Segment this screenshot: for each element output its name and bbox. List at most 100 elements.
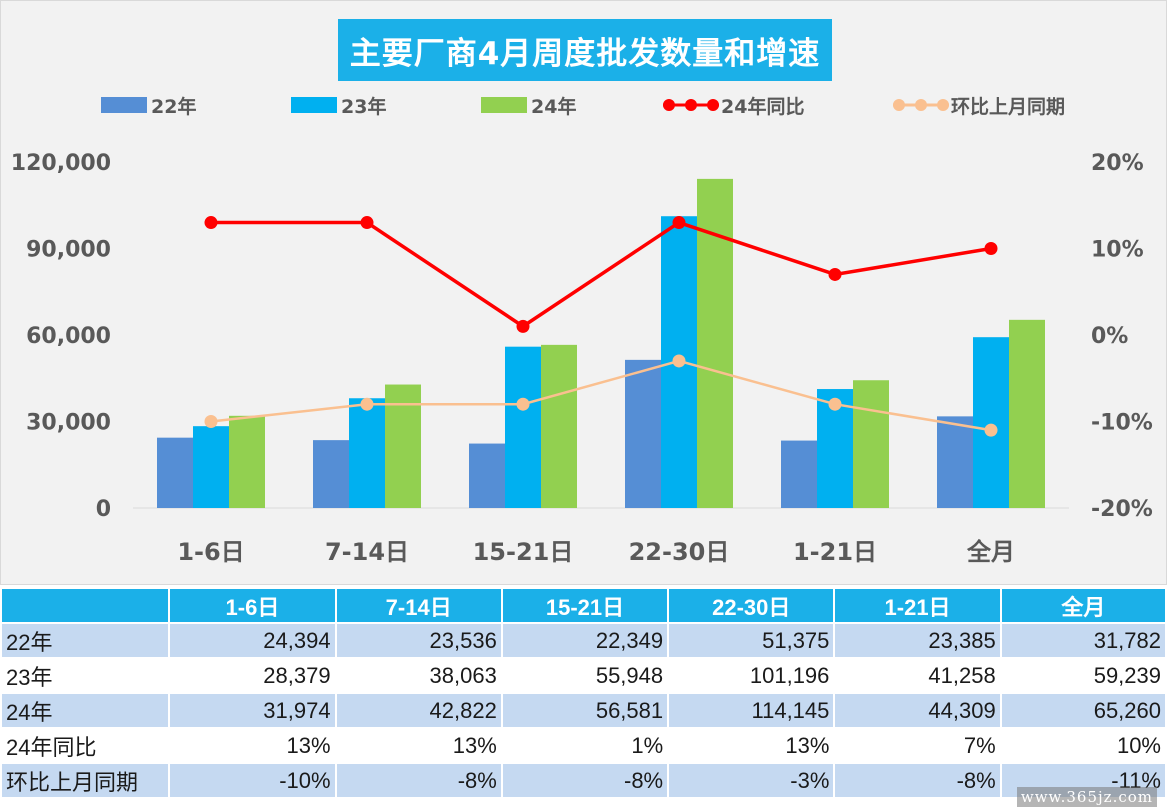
x-axis-tick-label: 7-14日 [325, 538, 409, 566]
left-axis-tick-label: 120,000 [11, 151, 111, 176]
table-header-cell [2, 589, 169, 622]
table-cell: 56,581 [502, 694, 668, 727]
table-cell: -10% [170, 764, 335, 797]
legend-swatch [481, 97, 527, 113]
table-cell: -8% [502, 764, 668, 797]
point-环比上月同期 [204, 415, 218, 428]
left-axis-tick-label: 60,000 [26, 324, 111, 349]
table-cell: -8% [835, 764, 1000, 797]
table-cell: -3% [669, 764, 834, 797]
point-环比上月同期 [516, 397, 530, 411]
table-cell: 51,375 [669, 624, 834, 657]
table-cell: 65,260 [1001, 694, 1165, 727]
bar-24年 [229, 415, 265, 508]
point-环比上月同期 [828, 397, 842, 411]
bar-23年 [505, 346, 541, 508]
chart-plot: 0 30,000 60,000 90,000 120,000 -20% -10% 0% 10% 2… [11, 151, 1153, 566]
chart-title: 主要厂商4月周度批发数量和增速 [338, 19, 832, 81]
legend-dot [937, 99, 949, 111]
bar-24年 [1009, 319, 1045, 508]
bar-22年 [469, 443, 505, 508]
legend-label: 24年 [531, 95, 577, 118]
legend-line-marker [663, 99, 719, 111]
table-cell: 23,536 [336, 624, 501, 657]
table-cell: 13% [336, 729, 501, 762]
bar-23年 [349, 398, 385, 508]
legend-swatch [291, 97, 337, 113]
bar-22年 [937, 416, 973, 508]
table-row-label: 23年 [2, 659, 169, 692]
legend-dot [663, 99, 675, 111]
left-axis-tick-label: 90,000 [26, 238, 111, 263]
table-cell: 1% [502, 729, 668, 762]
table-row: 23年 28,379 38,063 55,948 101,196 41,258 … [2, 659, 1165, 692]
legend-item: 23年 [291, 87, 386, 123]
table-header-cell: 1-21日 [835, 589, 1000, 622]
chart-area: 主要厂商4月周度批发数量和增速 22年 23年 24年 24年同比 环比上月同期 0 30… [0, 0, 1167, 585]
line-环比上月同期 [210, 359, 992, 432]
legend-item: 24年 [481, 87, 576, 123]
bar-24年 [853, 380, 889, 508]
table-cell: 38,063 [336, 659, 501, 692]
legend-label: 22年 [151, 95, 197, 118]
legend-item: 环比上月同期 [891, 87, 1065, 123]
table-cell: -8% [336, 764, 501, 797]
table-row: 24年 31,974 42,822 56,581 114,145 44,309 … [2, 694, 1165, 727]
table-cell: 44,309 [835, 694, 1000, 727]
point-24年同比 [672, 216, 686, 230]
table-cell: 28,379 [170, 659, 335, 692]
table-row: 24年同比 13% 13% 1% 13% 7% 10% [2, 729, 1165, 762]
table-row-label: 24年 [2, 694, 169, 727]
watermark: www.365jz.com [1016, 787, 1157, 807]
table-row-label: 24年同比 [2, 729, 169, 762]
legend-dot [915, 99, 927, 111]
data-table: 1-6日 7-14日 15-21日 22-30日 1-21日 全月 22年 24… [0, 587, 1167, 799]
table-header-row: 1-6日 7-14日 15-21日 22-30日 1-21日 全月 [2, 589, 1165, 622]
legend-label: 环比上月同期 [951, 95, 1066, 118]
bar-23年 [193, 426, 229, 508]
table-cell: 10% [1001, 729, 1165, 762]
x-axis-tick-label: 1-21日 [793, 538, 877, 566]
table-header-cell: 15-21日 [502, 589, 668, 622]
right-axis-tick-label: 20% [1091, 151, 1144, 176]
table-cell: 101,196 [669, 659, 834, 692]
table-cell: 59,239 [1001, 659, 1165, 692]
point-24年同比 [516, 319, 530, 333]
legend-label: 24年同比 [721, 95, 805, 118]
table-header-cell: 22-30日 [669, 589, 834, 622]
table-header-cell: 全月 [1001, 589, 1165, 622]
table-cell: 7% [835, 729, 1000, 762]
right-axis-tick-label: -10% [1091, 411, 1153, 436]
left-axis-tick-label: 0 [96, 497, 111, 522]
x-axis-tick-label: 15-21日 [473, 538, 574, 566]
point-24年同比 [204, 216, 218, 230]
table-cell: 31,974 [170, 694, 335, 727]
legend-item: 22年 [101, 87, 196, 123]
bar-22年 [157, 437, 193, 508]
table-cell: 114,145 [669, 694, 834, 727]
table-cell: 42,822 [336, 694, 501, 727]
bar-24年 [697, 178, 733, 509]
table-cell: 13% [170, 729, 335, 762]
legend-swatch [101, 97, 147, 113]
bar-22年 [313, 440, 349, 508]
table-cell: 55,948 [502, 659, 668, 692]
left-axis-tick-label: 30,000 [26, 411, 111, 436]
bar-22年 [781, 440, 817, 508]
right-axis-tick-label: 0% [1091, 324, 1128, 349]
x-axis-tick-label: 1-6日 [177, 538, 244, 566]
table-row-label: 22年 [2, 624, 169, 657]
bar-23年 [973, 337, 1009, 508]
table-row-label: 环比上月同期 [2, 764, 169, 797]
legend-line-marker [893, 99, 949, 111]
table-cell: 22,349 [502, 624, 668, 657]
table-header-cell: 7-14日 [336, 589, 501, 622]
legend-dot [707, 99, 719, 111]
table-cell: 23,385 [835, 624, 1000, 657]
table-header-cell: 1-6日 [170, 589, 335, 622]
table-cell: 24,394 [170, 624, 335, 657]
chart-legend: 22年 23年 24年 24年同比 环比上月同期 [1, 87, 1167, 123]
point-24年同比 [828, 267, 842, 281]
x-axis-tick-label: 全月 [966, 538, 1015, 566]
table-row: 22年 24,394 23,536 22,349 51,375 23,385 3… [2, 624, 1165, 657]
